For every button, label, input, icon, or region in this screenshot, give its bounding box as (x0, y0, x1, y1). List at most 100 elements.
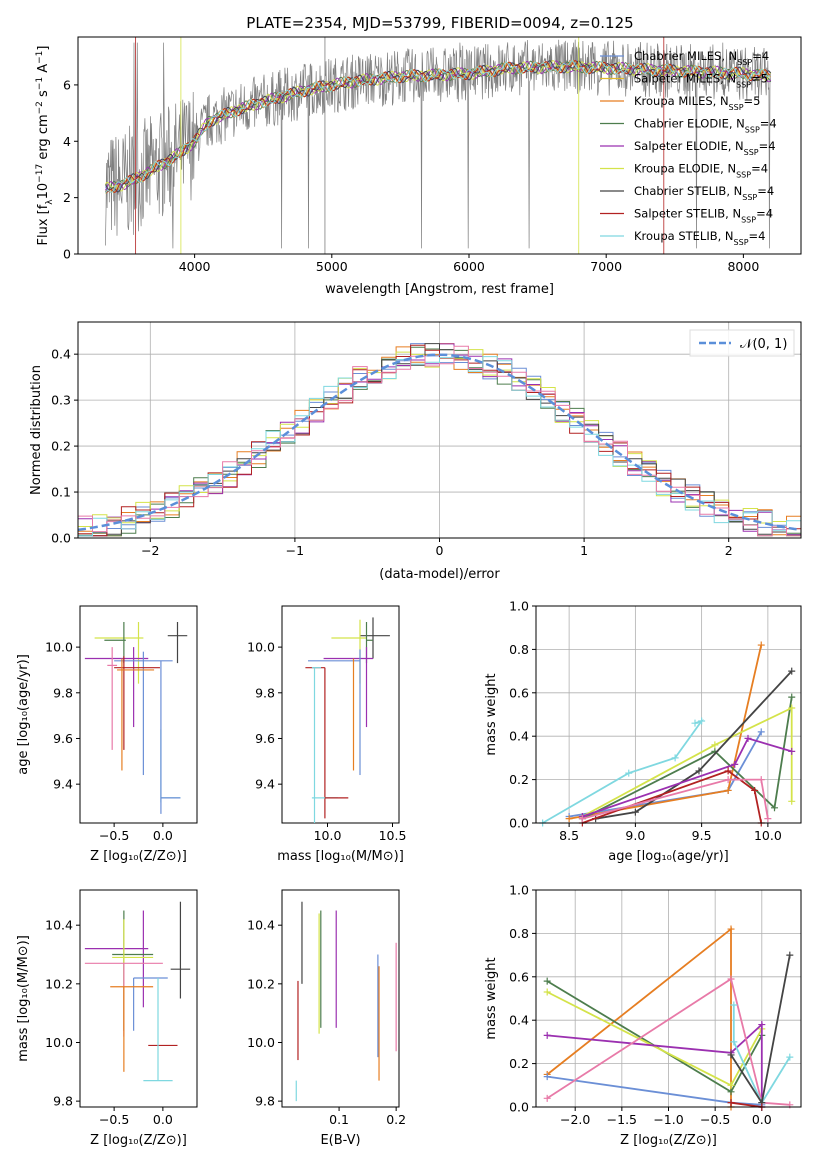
residuals-legend: 𝒩(0, 1) (689, 329, 795, 357)
residuals-axes: −2 −1 0 1 2 0.0 0.1 0.2 0.3 0.4 (data-model)/error… (29, 347, 733, 582)
legend-text: Chabrier ELODIE, N (634, 117, 745, 131)
legend-sub: SSP (736, 170, 751, 179)
y-tick-label: 0 (63, 247, 71, 262)
x-tick-label: 0.2 (386, 1112, 406, 1127)
age_vs_mass-frame (281, 605, 400, 824)
weight-marker (786, 1053, 794, 1061)
y-tick-label: 0.4 (509, 729, 529, 744)
weight_vs_age-frame (535, 605, 802, 824)
x-axis-label: Z [log₁₀(Z/Z⊙)] (90, 849, 187, 864)
weight-marker (727, 1051, 735, 1059)
legend-entry: Salpeter ELODIE, NSSP=4 (634, 139, 776, 157)
weight-marker (711, 741, 719, 749)
legend-entry: Kroupa MILES, NSSP=5 (634, 94, 760, 112)
weight-marker (578, 815, 586, 823)
x-tick-label: −0.5 (99, 828, 129, 843)
weight-line-chabrier_elodie (546, 980, 763, 1094)
age_vs_mass-points (305, 617, 390, 823)
x-axis-label: (data-model)/error (379, 567, 500, 582)
legend-text: Kroupa STELIB, N (634, 229, 734, 243)
weight-marker (727, 1099, 735, 1107)
weight-marker (771, 804, 778, 812)
y-tick-label: 10.4 (247, 918, 275, 933)
legend-entry: Kroupa STELIB, NSSP=4 (634, 229, 765, 247)
weight_vs_Z-axes: −2.0 −1.5 −1.0 −0.5 0.0 0.0 0.2 0.4 0.6 0.8 1.0 Z [… (484, 883, 801, 1148)
weight-marker (751, 786, 759, 794)
x-axis-label: E(B-V) (320, 1133, 360, 1148)
y-tick-label: 1.0 (509, 599, 529, 614)
legend-value: =4 (757, 184, 774, 198)
weight-marker (788, 747, 796, 755)
x-tick-label: −2 (141, 543, 159, 558)
x-tick-label: −0.5 (99, 1112, 129, 1127)
y-tick-label: 0.8 (509, 926, 529, 941)
legend-text: Kroupa ELODIE, N (634, 162, 736, 176)
x-axis-label: age [log₁₀(age/yr)] (608, 849, 729, 864)
x-tick-label: 0.0 (752, 1112, 772, 1127)
mass_vs_ebv-axes: 0.1 0.2 9.8 10.0 10.2 10.4 E(B-V) (247, 918, 406, 1148)
legend-sub: SSP (744, 148, 759, 157)
model-spectrum-kroupa_stelib (105, 60, 771, 194)
weight-line-salpeter_elodie (582, 737, 792, 818)
x-axis-label: mass [log₁₀(M/M⊙)] (277, 849, 404, 864)
legend-entry: Salpeter STELIB, NSSP=4 (634, 207, 773, 225)
weight-marker (731, 760, 739, 768)
y-tick-label: 9.6 (255, 731, 275, 746)
x-tick-label: 0.1 (329, 1112, 349, 1127)
x-tick-label: 6000 (453, 259, 485, 274)
y-label-part: ] (36, 46, 51, 51)
x-tick-label: 8.5 (559, 828, 579, 843)
x-tick-label: 7000 (590, 259, 622, 274)
x-tick-label: 5000 (316, 259, 348, 274)
weight-marker (788, 693, 796, 701)
weight-marker (757, 728, 765, 736)
weight-line-salpeter_stelib (730, 1101, 762, 1108)
legend-box (689, 329, 795, 357)
weight-marker (671, 754, 679, 762)
legend-value: =5 (751, 72, 768, 86)
mass_vs_Z-frame (79, 889, 198, 1108)
x-tick-label: 8000 (727, 259, 759, 274)
weight-marker (730, 1038, 738, 1046)
weight-marker (758, 1021, 766, 1029)
weight-marker (565, 815, 573, 823)
y-tick-label: 0.2 (509, 1056, 529, 1071)
legend-entry: Chabrier MILES, NSSP=4 (634, 49, 769, 67)
legend-entry: Salpeter MILES, NSSP=5 (634, 72, 768, 90)
normal-curve (78, 353, 801, 532)
weight-marker (764, 815, 772, 823)
weight_vs_age-axes: 8.5 9.0 9.5 10.0 0.0 0.2 0.4 0.6 0.8 1.0 age [log₁… (484, 599, 801, 864)
histogram-pink (78, 345, 801, 537)
legend-sub: SSP (741, 215, 756, 224)
weight-marker (730, 1001, 738, 1009)
y-axis-label: mass weight (484, 673, 499, 755)
y-axis-label: Flux [fλ10−17 erg cm−2 s−1 A−1] (35, 46, 55, 246)
x-axis-label: wavelength [Angstrom, rest frame] (325, 282, 554, 297)
y-label-part: λ (45, 199, 55, 205)
mass_vs_ebv-points (295, 901, 397, 1102)
y-tick-label: 10.0 (45, 640, 73, 655)
weight-marker (543, 988, 551, 996)
legend-sub: SSP (729, 103, 744, 112)
legend-value: =4 (760, 117, 777, 131)
weight-marker (788, 797, 796, 805)
data-spectrum (105, 39, 771, 249)
legend-text: Chabrier STELIB, N (634, 184, 742, 198)
legend-value: =4 (759, 139, 776, 153)
y-label-part: erg cm (36, 114, 51, 163)
weight-marker (543, 1094, 551, 1102)
weight-marker (724, 776, 732, 784)
y-tick-label: 10.0 (247, 640, 275, 655)
age_vs_Z-axes: −0.5 0.0 9.4 9.6 9.8 10.0 Z [log₁₀(Z/Z⊙)] age [… (16, 640, 187, 864)
y-label-part: −1 (35, 51, 45, 64)
x-tick-label: 10.5 (379, 828, 407, 843)
y-tick-label: 0.8 (509, 642, 529, 657)
y-label-part: −1 (35, 77, 45, 90)
legend-text: Salpeter ELODIE, N (634, 139, 744, 153)
age_vs_Z-points (84, 621, 188, 814)
spectrum-axes: 4000 5000 6000 7000 8000 0 2 4 6 wavelength [Angs… (35, 46, 759, 298)
x-tick-label: −1.5 (607, 1112, 637, 1127)
weight-marker (744, 734, 752, 742)
legend-text: Chabrier MILES, N (634, 49, 737, 63)
